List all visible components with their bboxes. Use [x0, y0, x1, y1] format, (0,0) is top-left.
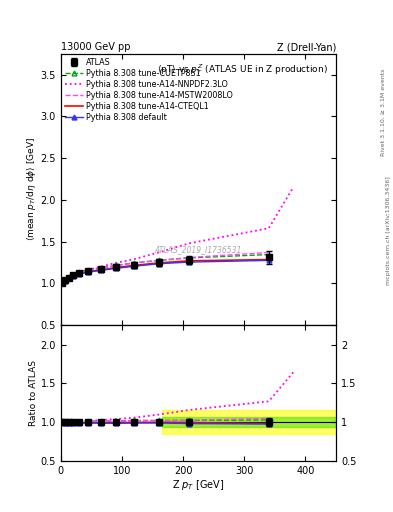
Pythia 8.308 tune-A14-MSTW2008LO [66, 274, 71, 281]
Text: Z (Drell-Yan): Z (Drell-Yan) [277, 42, 336, 52]
Pythia 8.308 tune-A14-CTEQL1 [63, 278, 68, 284]
Y-axis label: $\langle$mean $p_T$/d$\eta$ d$\phi\rangle$ [GeV]: $\langle$mean $p_T$/d$\eta$ d$\phi\rangl… [25, 137, 38, 242]
Pythia 8.308 tune-A14-NNPDF2.3LO [63, 277, 68, 283]
Pythia 8.308 tune-A14-MSTW2008LO [98, 265, 103, 271]
Line: Pythia 8.308 default: Pythia 8.308 default [60, 258, 271, 285]
Pythia 8.308 default [156, 261, 161, 267]
Pythia 8.308 default [60, 280, 64, 286]
Pythia 8.308 tune-A14-NNPDF2.3LO [187, 240, 192, 246]
Pythia 8.308 tune-CUETP8S1 [156, 258, 161, 264]
Pythia 8.308 default [266, 258, 271, 264]
Line: Pythia 8.308 tune-A14-MSTW2008LO: Pythia 8.308 tune-A14-MSTW2008LO [62, 252, 269, 283]
Line: Pythia 8.308 tune-CUETP8S1: Pythia 8.308 tune-CUETP8S1 [60, 252, 271, 285]
Pythia 8.308 tune-A14-MSTW2008LO [63, 277, 68, 283]
Pythia 8.308 default [98, 267, 103, 273]
Pythia 8.308 tune-CUETP8S1 [77, 269, 82, 275]
Text: ATLAS_2019_I1736531: ATLAS_2019_I1736531 [155, 245, 242, 253]
Pythia 8.308 tune-CUETP8S1 [60, 279, 64, 285]
Pythia 8.308 tune-A14-NNPDF2.3LO [98, 264, 103, 270]
Pythia 8.308 tune-A14-CTEQL1 [66, 275, 71, 282]
Pythia 8.308 tune-CUETP8S1 [86, 267, 91, 273]
Pythia 8.308 tune-A14-MSTW2008LO [77, 269, 82, 275]
Text: mcplots.cern.ch [arXiv:1306.3436]: mcplots.cern.ch [arXiv:1306.3436] [386, 176, 391, 285]
Pythia 8.308 default [187, 259, 192, 265]
Pythia 8.308 default [77, 271, 82, 277]
Pythia 8.308 tune-A14-MSTW2008LO [114, 262, 118, 268]
Legend: ATLAS, Pythia 8.308 tune-CUETP8S1, Pythia 8.308 tune-A14-NNPDF2.3LO, Pythia 8.30: ATLAS, Pythia 8.308 tune-CUETP8S1, Pythi… [63, 56, 234, 123]
Pythia 8.308 tune-A14-NNPDF2.3LO [86, 267, 91, 273]
Pythia 8.308 tune-CUETP8S1 [98, 265, 103, 271]
Pythia 8.308 default [114, 265, 118, 271]
Pythia 8.308 tune-A14-NNPDF2.3LO [66, 274, 71, 281]
Pythia 8.308 tune-A14-CTEQL1 [266, 257, 271, 263]
Pythia 8.308 tune-A14-CTEQL1 [187, 258, 192, 264]
Line: Pythia 8.308 tune-A14-CTEQL1: Pythia 8.308 tune-A14-CTEQL1 [62, 260, 269, 283]
Pythia 8.308 tune-A14-MSTW2008LO [86, 267, 91, 273]
Text: Rivet 3.1.10, ≥ 3.1M events: Rivet 3.1.10, ≥ 3.1M events [381, 69, 386, 156]
Y-axis label: Ratio to ATLAS: Ratio to ATLAS [29, 360, 38, 426]
Pythia 8.308 default [132, 263, 137, 269]
Pythia 8.308 tune-CUETP8S1 [71, 271, 75, 278]
Pythia 8.308 tune-CUETP8S1 [266, 251, 271, 258]
Pythia 8.308 tune-A14-CTEQL1 [132, 262, 137, 268]
Pythia 8.308 tune-CUETP8S1 [66, 274, 71, 280]
Pythia 8.308 tune-A14-NNPDF2.3LO [60, 280, 64, 286]
Pythia 8.308 tune-CUETP8S1 [63, 276, 68, 283]
Pythia 8.308 tune-A14-MSTW2008LO [71, 272, 75, 278]
Pythia 8.308 default [86, 269, 91, 275]
Pythia 8.308 default [66, 275, 71, 282]
Pythia 8.308 tune-A14-MSTW2008LO [187, 254, 192, 261]
Text: 13000 GeV pp: 13000 GeV pp [61, 42, 130, 52]
Pythia 8.308 tune-A14-CTEQL1 [77, 271, 82, 277]
Pythia 8.308 tune-A14-CTEQL1 [86, 269, 91, 275]
X-axis label: Z $p_T$ [GeV]: Z $p_T$ [GeV] [172, 478, 225, 493]
Pythia 8.308 tune-CUETP8S1 [187, 255, 192, 261]
Pythia 8.308 tune-A14-NNPDF2.3LO [266, 225, 271, 231]
Pythia 8.308 tune-A14-NNPDF2.3LO [132, 256, 137, 262]
Line: Pythia 8.308 tune-A14-NNPDF2.3LO: Pythia 8.308 tune-A14-NNPDF2.3LO [62, 187, 293, 283]
Pythia 8.308 tune-A14-NNPDF2.3LO [71, 271, 75, 278]
Pythia 8.308 tune-A14-MSTW2008LO [132, 260, 137, 266]
Pythia 8.308 tune-A14-CTEQL1 [60, 280, 64, 286]
Pythia 8.308 tune-A14-MSTW2008LO [60, 280, 64, 286]
Pythia 8.308 tune-A14-NNPDF2.3LO [77, 269, 82, 275]
Pythia 8.308 tune-A14-NNPDF2.3LO [291, 184, 296, 190]
Pythia 8.308 tune-A14-CTEQL1 [156, 260, 161, 266]
Pythia 8.308 tune-A14-NNPDF2.3LO [114, 260, 118, 266]
Pythia 8.308 tune-A14-CTEQL1 [71, 273, 75, 279]
Pythia 8.308 tune-A14-CTEQL1 [114, 264, 118, 270]
Pythia 8.308 tune-A14-MSTW2008LO [266, 249, 271, 255]
Pythia 8.308 tune-A14-CTEQL1 [98, 267, 103, 273]
Pythia 8.308 default [71, 273, 75, 279]
Pythia 8.308 tune-A14-NNPDF2.3LO [156, 249, 161, 255]
Text: $\langle$pT$\rangle$ vs $p_T^Z$ (ATLAS UE in Z production): $\langle$pT$\rangle$ vs $p_T^Z$ (ATLAS U… [157, 62, 328, 77]
Pythia 8.308 default [63, 278, 68, 284]
Pythia 8.308 tune-CUETP8S1 [114, 262, 118, 268]
Pythia 8.308 tune-CUETP8S1 [132, 260, 137, 266]
Pythia 8.308 tune-A14-MSTW2008LO [156, 258, 161, 264]
